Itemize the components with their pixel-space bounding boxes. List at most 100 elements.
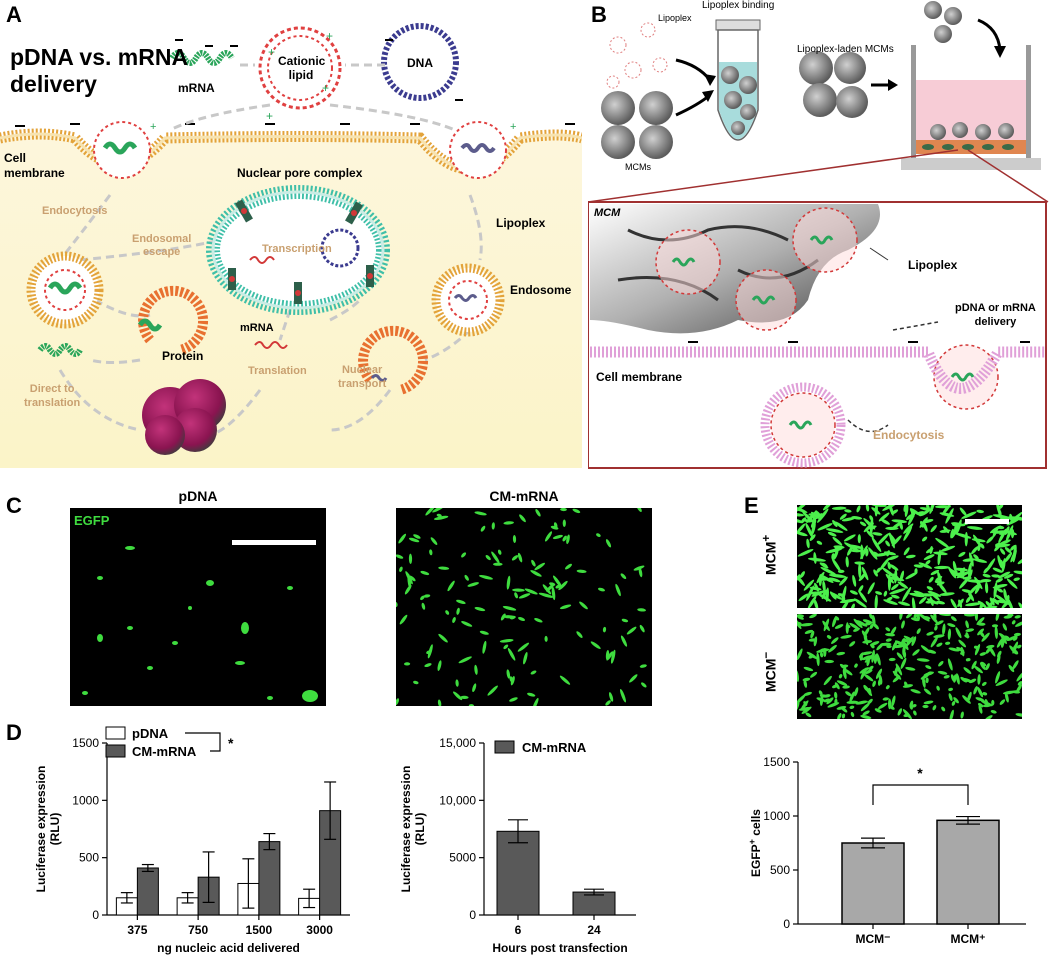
cell [602,626,607,633]
cell [998,632,1009,641]
cell [620,573,627,580]
scale-bar [965,519,1009,524]
cell [503,521,514,525]
cell [849,705,855,709]
cell [641,682,647,688]
cell [927,649,937,654]
cell [883,551,897,556]
cell [874,594,878,608]
lipoplex-label: Lipoplex [496,216,546,230]
cell [845,556,849,568]
cell [530,670,537,675]
cell [980,661,987,667]
cell [850,603,855,608]
cell [928,576,934,583]
cell [845,691,852,697]
cell [918,562,933,569]
cell [914,568,918,575]
cell [923,688,932,695]
cell [816,540,823,545]
cell [829,591,837,600]
x-tick-label: 24 [587,923,601,937]
dna-label: DNA [407,56,433,70]
cell [910,689,921,694]
cell [880,518,890,525]
cell [966,526,983,530]
cell [891,583,899,591]
cell [800,571,805,579]
cell [579,601,588,610]
cell [827,702,840,708]
cell [803,666,814,672]
cell [999,548,1006,555]
cell [861,566,869,581]
cell [452,617,456,623]
y-tick-label: 15,000 [439,736,476,750]
cell [960,569,965,580]
cell [433,515,449,520]
cell [903,547,910,556]
chart-d-left: 0 500 1000 1500 Luciferase expression (RLU) 37… [34,726,350,955]
cell [803,579,815,591]
cell [834,616,840,621]
cell [863,634,869,646]
cell [974,665,983,674]
y-tick-label: 1000 [72,793,99,807]
cell [898,601,911,606]
cell [487,685,498,696]
cell [873,623,879,630]
cell [797,523,806,534]
bar-cm-mrna [136,867,159,916]
cell [797,615,804,620]
cell [902,640,909,651]
cell [1003,573,1014,579]
cell [965,620,969,629]
panel-a-title-line1: pDNA vs. mRNA [10,44,189,70]
cell [844,509,852,513]
cell [639,664,647,668]
cell [974,584,981,594]
cell [860,702,870,712]
y-tick-label: 10,000 [439,793,476,807]
micrograph-mcm-plus-cells [797,505,1022,608]
svg-text:+: + [326,29,333,43]
svg-text:+: + [268,45,275,59]
micrograph-mcm-minus-cells [797,614,1022,719]
cell [468,704,474,706]
cell [405,571,413,585]
cell [797,549,814,557]
cell [797,518,804,524]
cell [872,680,876,687]
cell [456,607,460,615]
cell [430,537,438,545]
cell [506,669,511,679]
nuclear-transport-label-1: Nuclear [341,364,383,376]
cell [950,616,957,622]
cell [991,699,995,706]
delivery-label-2: delivery [974,316,1017,328]
nuclear-transport-label-2: transport [338,378,387,390]
cell [938,660,944,667]
cell [923,700,934,705]
cell [809,614,817,619]
cell [995,578,1003,583]
cell [518,593,531,599]
cell [971,538,986,543]
cell [817,508,829,523]
x-axis-label: ng nucleic acid delivered [157,941,300,955]
cell [859,521,867,527]
cell [819,652,824,658]
cell [909,508,916,516]
cell [903,526,913,541]
cell [985,663,990,671]
cell [998,571,1011,579]
panel-c-title-left: pDNA [178,488,218,504]
cell [1017,681,1022,686]
cell [933,634,945,638]
cell [817,523,833,531]
cell [531,559,536,567]
cell [977,600,987,608]
cell [797,617,802,630]
panel-letter-b: B [591,2,607,27]
cell [816,571,825,584]
